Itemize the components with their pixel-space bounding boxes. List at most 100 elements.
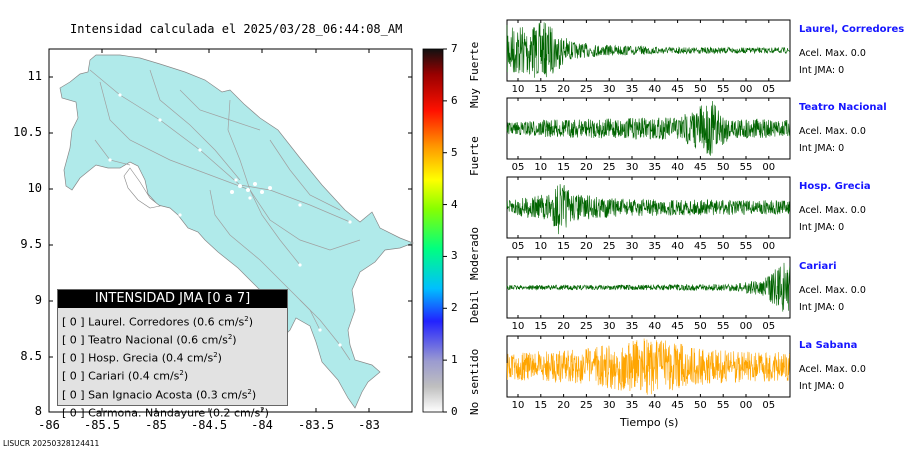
seismogram-tick-label: 10	[534, 241, 548, 252]
legend-value: (0.4 cm/s	[161, 351, 214, 365]
seismogram-trace	[506, 22, 790, 78]
seismogram-tick-label: 40	[671, 241, 684, 252]
seismogram-tick-label: 20	[557, 84, 570, 95]
station-jma: Int JMA: 0	[799, 381, 845, 392]
seismogram-tick-label: 25	[602, 162, 616, 173]
seismogram-tick-label: 45	[694, 241, 707, 252]
seismogram-tick-label: 05	[762, 84, 776, 95]
seismogram-tick-label: 50	[716, 162, 730, 173]
legend-name: Hosp. Grecia	[88, 351, 159, 365]
intensity-legend: INTENSIDAD JMA [0 a 7] [ 0 ] Laurel. Cor…	[57, 289, 288, 419]
seismogram-tick-label: 05	[762, 321, 776, 332]
seismogram-panel	[506, 19, 791, 82]
seismogram-tick-label: 15	[534, 400, 548, 411]
time-axis-label: Tiempo (s)	[620, 416, 679, 429]
seismogram-tick-label: 10	[511, 84, 525, 95]
legend-name: San Ignacio Acosta	[88, 388, 193, 402]
legend-name: Laurel. Corredores	[88, 315, 190, 329]
seismogram-tick-label: 20	[557, 321, 570, 332]
seismogram-tick-label: 30	[625, 241, 639, 252]
legend-exp: 2	[260, 405, 265, 414]
seismogram-tick-label: 40	[671, 162, 684, 173]
map-x-tick-label: -86	[38, 418, 60, 432]
map-y-tick-label: 9	[34, 293, 42, 307]
seismogram-tick-label: 25	[602, 241, 616, 252]
legend-exp: 2	[213, 351, 218, 360]
seismogram-tick-label: 40	[648, 400, 662, 411]
colorbar-number: 5	[451, 145, 458, 159]
legend-close: )	[264, 406, 269, 420]
legend-level: [ 0 ]	[62, 315, 85, 329]
legend-close: )	[232, 333, 237, 347]
map-y-tick-label: 10.5	[13, 125, 42, 139]
legend-exp: 2	[227, 333, 233, 342]
seismogram-tick-label: 50	[716, 241, 730, 252]
legend-close: )	[251, 388, 257, 402]
legend-close: )	[183, 370, 189, 384]
legend-value: (0.2 cm/s	[208, 406, 261, 420]
legend-level: [ 0 ]	[62, 388, 85, 402]
seismogram-tick-label: 55	[716, 321, 730, 332]
intensity-colorbar	[422, 48, 444, 413]
colorbar-number: 6	[451, 93, 458, 107]
seismogram-tick-label: 25	[580, 400, 593, 411]
legend-title: INTENSIDAD JMA [0 a 7]	[58, 290, 287, 308]
seismogram-tick-label: 20	[580, 241, 593, 252]
seismogram-tick-label: 10	[534, 162, 548, 173]
seismogram-tick-label: 15	[534, 84, 548, 95]
seismogram-tick-label: 15	[557, 162, 570, 173]
legend-item: [ 0 ] Teatro Nacional (0.6 cm/s2)	[62, 330, 287, 348]
legend-value: (0.4 cm/s	[127, 370, 180, 384]
map-x-tick-label: -83	[358, 418, 380, 432]
seismogram-trace	[506, 100, 790, 156]
seismogram-tick-label: 40	[648, 321, 662, 332]
station-jma: Int JMA: 0	[799, 302, 845, 313]
colorbar-number: 4	[451, 197, 458, 211]
legend-level: [ 0 ]	[62, 351, 85, 365]
seismogram-tick-label: 05	[511, 241, 525, 252]
legend-item: [ 0 ] Cariari (0.4 cm/s2)	[62, 366, 287, 384]
map-y-tick-label: 8	[34, 404, 42, 418]
seismogram-tick-label: 40	[648, 84, 662, 95]
station-name: Laurel, Corredores	[799, 24, 905, 35]
seismogram-tick-label: 45	[671, 321, 684, 332]
station-jma: Int JMA: 0	[799, 143, 845, 154]
legend-name: Cariari	[88, 370, 125, 384]
legend-value: (0.6 cm/s	[192, 315, 245, 329]
map-y-tick-label: 10	[27, 181, 42, 195]
seismogram-tick-label: 55	[716, 84, 730, 95]
legend-level: [ 0 ]	[62, 406, 85, 420]
map-x-tick-label: -84.5	[191, 418, 228, 432]
seismogram-tick-label: 50	[694, 84, 707, 95]
seismogram-tick-label: 30	[602, 400, 616, 411]
map-y-tick-label: 11	[27, 69, 42, 83]
seismogram-tick-label: 15	[534, 321, 548, 332]
legend-level: [ 0 ]	[62, 333, 85, 347]
legend-name: Teatro Nacional	[88, 333, 173, 347]
seismogram-tick-label: 10	[511, 400, 525, 411]
seismogram-trace	[506, 184, 790, 235]
map-title: Intensidad calculada el 2025/03/28_06:44…	[70, 22, 403, 36]
seismogram-tick-label: 35	[625, 321, 639, 332]
station-name: La Sabana	[799, 340, 858, 351]
seismogram-tick-label: 55	[739, 241, 753, 252]
seismogram-tick-label: 00	[762, 162, 776, 173]
colorbar-ticks	[443, 48, 447, 413]
legend-exp: 2	[179, 369, 184, 378]
map-y-tick-label: 9.5	[20, 237, 42, 251]
seismogram-tick-label: 55	[739, 162, 753, 173]
legend-exp: 2	[247, 387, 252, 396]
seismogram-tick-label: 45	[671, 400, 684, 411]
seismogram-panel	[506, 176, 791, 239]
seismogram-tick-label: 30	[602, 84, 616, 95]
seismogram-tick-label: 45	[694, 162, 707, 173]
seismogram-tick-label: 10	[511, 321, 525, 332]
seismogram-tick-label: 35	[648, 162, 662, 173]
seismogram-tick-label: 05	[762, 400, 776, 411]
seismogram-tick-label: 50	[694, 321, 707, 332]
seismogram-tick-label: 00	[762, 241, 776, 252]
costa-rica-land	[59, 54, 414, 409]
station-accel: Acel. Max. 0.0	[799, 126, 866, 137]
map-y-tick-label: 8.5	[20, 349, 42, 363]
legend-close: )	[217, 351, 222, 365]
